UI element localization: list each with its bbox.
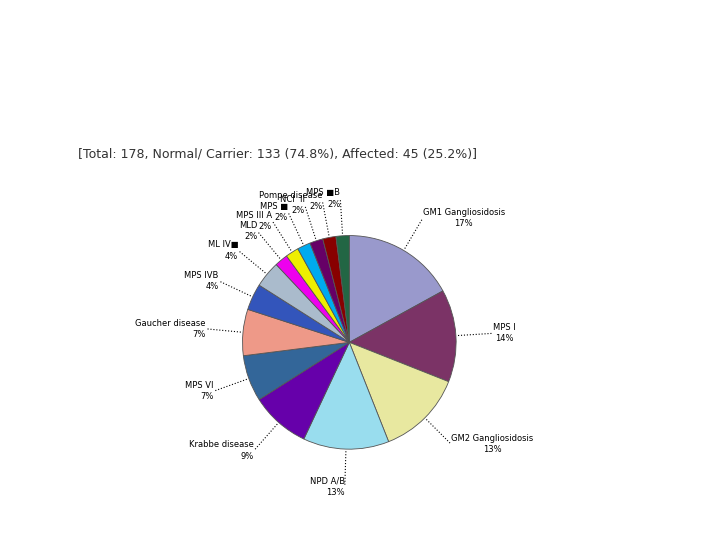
Text: Gaucher disease
7%: Gaucher disease 7% — [135, 319, 206, 339]
Text: MPS ■B
2%: MPS ■B 2% — [306, 188, 341, 208]
Wedge shape — [259, 265, 349, 342]
Text: ML IV■
4%: ML IV■ 4% — [207, 240, 238, 260]
Wedge shape — [336, 235, 349, 342]
Wedge shape — [243, 309, 349, 356]
Text: [Total: 178, Normal/ Carrier: 133 (74.8%), Affected: 45 (25.2%)]: [Total: 178, Normal/ Carrier: 133 (74.8%… — [78, 147, 477, 161]
Text: Pompe disease
2%: Pompe disease 2% — [258, 191, 323, 211]
Text: MPS VI
7%: MPS VI 7% — [185, 381, 214, 401]
Text: MLD
2%: MLD 2% — [239, 221, 258, 241]
Wedge shape — [349, 291, 456, 382]
Text: MPS III A
2%: MPS III A 2% — [236, 211, 272, 231]
Wedge shape — [304, 342, 389, 449]
Text: Krabbe disease
9%: Krabbe disease 9% — [189, 441, 254, 461]
Text: MPS IVB
4%: MPS IVB 4% — [184, 271, 219, 291]
Text: NCI  II
2%: NCI II 2% — [280, 195, 305, 215]
Text: MPS I
14%: MPS I 14% — [493, 323, 516, 343]
Wedge shape — [310, 239, 349, 342]
Wedge shape — [287, 249, 349, 342]
Wedge shape — [259, 342, 349, 439]
Text: NPD A/B
13%: NPD A/B 13% — [310, 476, 345, 496]
Wedge shape — [349, 235, 443, 342]
Wedge shape — [276, 256, 349, 342]
Text: Prenatal Diagnosis for Lysosomal storage
disorders: Prenatal Diagnosis for Lysosomal storage… — [163, 33, 622, 77]
Text: GM1 Gangliosidosis
17%: GM1 Gangliosidosis 17% — [423, 208, 505, 228]
Wedge shape — [298, 243, 349, 342]
Wedge shape — [349, 342, 449, 442]
Text: GM2 Gangliosidosis
13%: GM2 Gangliosidosis 13% — [451, 434, 534, 454]
Wedge shape — [323, 237, 349, 342]
Wedge shape — [243, 342, 349, 400]
Wedge shape — [248, 285, 349, 342]
Text: MPS ■
2%: MPS ■ 2% — [260, 202, 288, 222]
